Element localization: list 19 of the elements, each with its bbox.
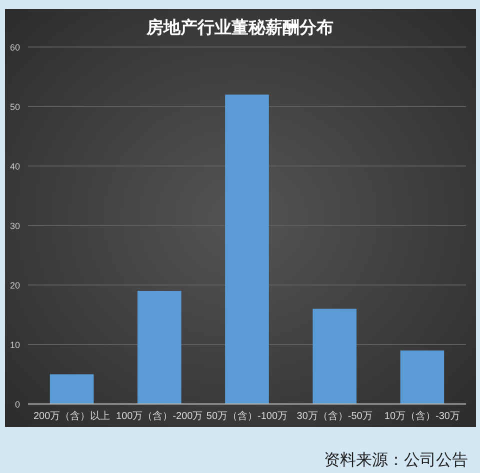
y-tick-label: 30 [10,221,20,231]
bar [50,374,94,404]
y-tick-label: 40 [10,162,20,172]
x-tick-label: 30万（含）-50万 [296,410,372,422]
x-tick-label: 100万（含）-200万 [116,410,203,422]
chart-title: 房地产行业董秘薪酬分布 [146,18,334,37]
x-tick-label: 200万（含）以上 [33,410,110,422]
y-tick-label: 0 [14,400,20,410]
bar [225,94,269,404]
y-tick-label: 20 [10,280,20,290]
x-tick-label: 10万（含）-30万 [384,410,460,422]
y-tick-label: 50 [10,102,20,112]
y-tick-label: 10 [10,340,20,350]
text: 资料来源：公司公告 [324,451,468,469]
bar [138,290,182,404]
bar [312,308,356,404]
bar [400,350,444,404]
x-tick-label: 50万（含）-100万 [206,410,288,422]
y-tick-label: 60 [10,42,20,52]
